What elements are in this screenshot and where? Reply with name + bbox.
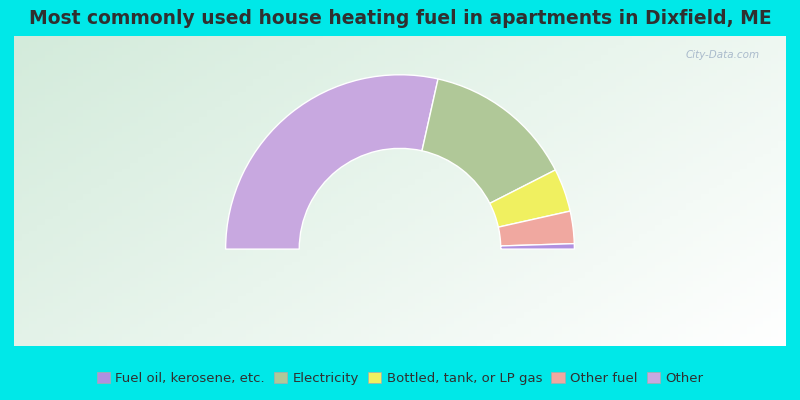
Legend: Fuel oil, kerosene, etc., Electricity, Bottled, tank, or LP gas, Other fuel, Oth: Fuel oil, kerosene, etc., Electricity, B…: [93, 368, 707, 390]
Wedge shape: [490, 170, 570, 227]
Text: City-Data.com: City-Data.com: [686, 50, 760, 60]
Text: Most commonly used house heating fuel in apartments in Dixfield, ME: Most commonly used house heating fuel in…: [29, 8, 771, 28]
Wedge shape: [501, 244, 574, 249]
Wedge shape: [226, 75, 438, 249]
Wedge shape: [422, 79, 555, 203]
Wedge shape: [498, 211, 574, 246]
